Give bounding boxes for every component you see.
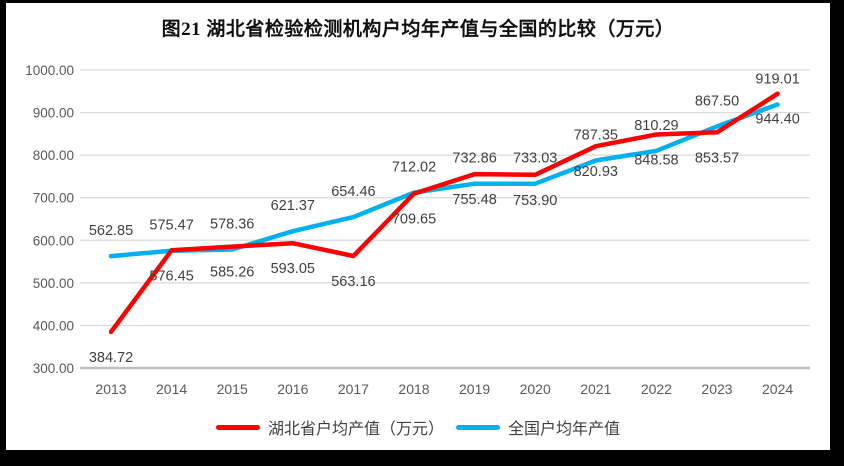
svg-text:576.45: 576.45	[149, 268, 193, 284]
svg-text:2024: 2024	[762, 381, 793, 397]
chart-panel: 图21 湖北省检验检测机构户均年产值与全国的比较（万元） 300.00 400.0…	[6, 3, 830, 450]
svg-text:654.46: 654.46	[331, 184, 375, 200]
svg-text:500.00: 500.00	[33, 276, 74, 291]
svg-text:2022: 2022	[641, 381, 672, 397]
svg-text:919.01: 919.01	[755, 71, 799, 87]
svg-text:867.50: 867.50	[695, 93, 739, 109]
svg-text:2014: 2014	[156, 381, 187, 397]
national-series-label: 全国户均年产值	[508, 421, 621, 438]
svg-text:593.05: 593.05	[271, 261, 315, 277]
svg-text:585.26: 585.26	[210, 265, 254, 281]
chart-legend: 湖北省户均产值（万元） 全国户均年产值	[6, 415, 830, 439]
svg-text:709.65: 709.65	[392, 212, 436, 228]
svg-text:753.90: 753.90	[513, 193, 557, 209]
svg-text:300.00: 300.00	[33, 361, 74, 376]
svg-text:2020: 2020	[520, 381, 551, 397]
svg-text:621.37: 621.37	[271, 198, 315, 214]
chart-title: 图21 湖北省检验检测机构户均年产值与全国的比较（万元）	[161, 19, 675, 40]
svg-text:2021: 2021	[580, 381, 611, 397]
hubei-data-labels: 384.72 576.45 585.26 593.05 563.16 709.65 755.…	[89, 112, 800, 366]
svg-text:563.16: 563.16	[331, 274, 375, 290]
hubei-line-swatch	[215, 424, 260, 430]
national-line-swatch	[456, 424, 500, 430]
svg-text:712.02: 712.02	[392, 160, 436, 176]
legend-item-hubei: 湖北省户均产值（万元）	[215, 415, 444, 439]
svg-text:944.40: 944.40	[755, 112, 799, 128]
svg-text:2019: 2019	[459, 381, 490, 397]
x-tick-labels: 2013 2014 2015 2016 2017 2018 2019 2020 2021 2022…	[95, 381, 793, 397]
line-chart: 300.00 400.00 500.00 600.00 700.00 800.00 900.…	[25, 63, 810, 397]
svg-text:787.35: 787.35	[574, 128, 618, 144]
svg-text:2023: 2023	[701, 381, 732, 397]
legend-item-national: 全国户均年产值	[456, 415, 620, 439]
svg-text:600.00: 600.00	[33, 233, 74, 248]
svg-text:800.00: 800.00	[33, 148, 74, 163]
svg-text:2013: 2013	[95, 381, 126, 397]
svg-text:755.48: 755.48	[452, 192, 496, 208]
svg-text:562.85: 562.85	[89, 223, 133, 239]
svg-text:400.00: 400.00	[33, 318, 74, 333]
national-data-labels: 562.85 575.47 578.36 621.37 654.46 712.02 732.…	[89, 71, 800, 239]
svg-text:2016: 2016	[277, 381, 308, 397]
hubei-line	[108, 91, 780, 335]
y-gridlines	[80, 69, 810, 327]
svg-text:810.29: 810.29	[634, 118, 678, 134]
svg-text:733.03: 733.03	[513, 151, 557, 167]
hubei-series-label: 湖北省户均产值（万元）	[267, 421, 444, 438]
svg-text:853.57: 853.57	[695, 150, 739, 166]
svg-text:848.58: 848.58	[634, 152, 678, 168]
svg-text:2015: 2015	[217, 381, 248, 397]
svg-text:700.00: 700.00	[33, 191, 74, 206]
national-line	[108, 102, 780, 259]
svg-text:1000.00: 1000.00	[25, 63, 74, 78]
svg-text:384.72: 384.72	[89, 350, 133, 366]
y-tick-labels: 300.00 400.00 500.00 600.00 700.00 800.00 900.…	[25, 63, 74, 376]
svg-text:2017: 2017	[338, 381, 369, 397]
svg-text:900.00: 900.00	[33, 106, 74, 121]
svg-text:578.36: 578.36	[210, 216, 254, 232]
svg-text:2018: 2018	[398, 381, 429, 397]
svg-text:732.86: 732.86	[452, 151, 496, 167]
svg-text:820.93: 820.93	[574, 164, 618, 180]
svg-text:575.47: 575.47	[149, 218, 193, 234]
